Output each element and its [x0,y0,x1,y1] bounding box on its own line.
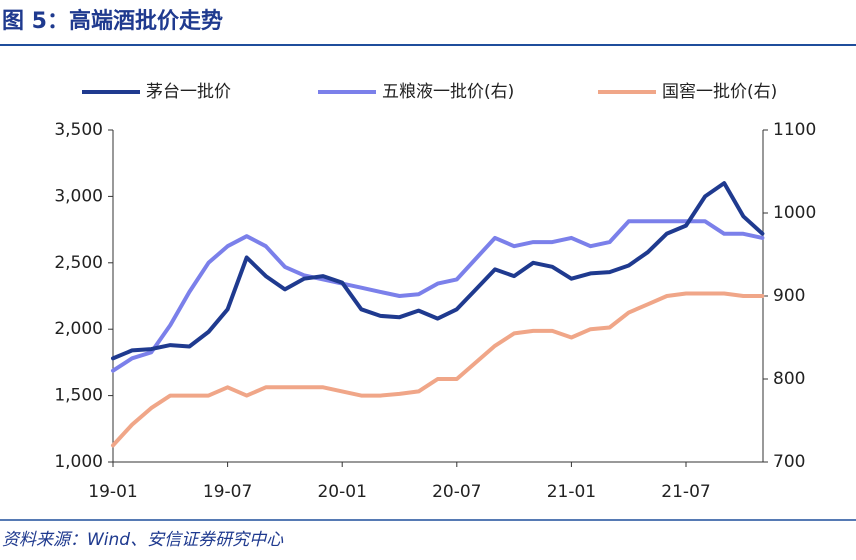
y-tick-label: 1,000 [54,452,103,472]
y-tick-label: 3,000 [54,186,103,206]
y-tick-label: 2,000 [54,319,103,339]
y2-tick-label: 900 [773,286,805,306]
series-line [111,291,765,448]
y-tick-label: 1,500 [54,386,103,406]
y2-tick-label: 1000 [773,203,816,223]
legend-label: 茅台一批价 [146,82,231,102]
y-tick-label: 2,500 [54,253,103,273]
source: 资料来源：Wind、安信证券研究中心 [2,530,284,550]
chart-title: 图 5：高端酒批价走势 [2,8,223,34]
x-tick-label: 19-07 [203,482,252,502]
x-tick-label: 19-01 [88,482,137,502]
y2-tick-label: 800 [773,369,805,389]
y2-tick-label: 1100 [773,120,816,140]
x-tick-label: 20-07 [432,482,481,502]
series-line [111,219,765,373]
legend-label: 国窖一批价(右) [662,82,777,102]
y2-tick-label: 700 [773,452,805,472]
x-tick-label: 20-01 [317,482,366,502]
series-line [111,181,765,361]
legend-label: 五粮液一批价(右) [382,82,514,102]
y-tick-label: 3,500 [54,120,103,140]
x-tick-label: 21-07 [661,482,710,502]
x-tick-label: 21-01 [547,482,596,502]
